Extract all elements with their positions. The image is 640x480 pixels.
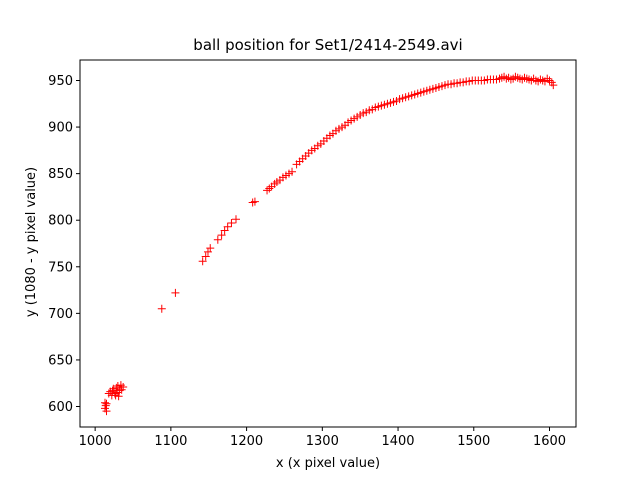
data-point — [114, 392, 123, 401]
data-point — [502, 74, 511, 83]
data-point — [504, 73, 513, 82]
data-point — [509, 74, 518, 83]
x-axis-ticks: 1000 1100 1200 1300 1400 1500 1600 — [79, 427, 566, 449]
data-point — [102, 399, 111, 408]
data-point — [522, 74, 531, 83]
data-point — [213, 235, 222, 244]
y-tick-label: 650 — [48, 353, 73, 368]
data-point — [250, 197, 259, 206]
data-point — [157, 304, 166, 313]
data-point — [206, 244, 215, 253]
y-tick-label: 950 — [48, 74, 73, 89]
data-point — [536, 75, 545, 84]
data-point — [497, 73, 506, 82]
x-tick-label: 1000 — [79, 434, 112, 449]
data-point — [500, 72, 509, 81]
data-point — [203, 247, 212, 256]
y-tick-label: 800 — [48, 214, 73, 229]
data-point — [549, 81, 558, 90]
data-point — [545, 76, 554, 85]
data-point — [198, 257, 207, 266]
data-point — [518, 75, 527, 84]
y-tick-label: 850 — [48, 167, 73, 182]
x-tick-label: 1200 — [230, 434, 263, 449]
x-tick-label: 1600 — [533, 434, 566, 449]
data-point — [248, 198, 257, 207]
data-point — [525, 75, 534, 84]
data-point — [288, 167, 297, 176]
data-point — [101, 401, 110, 410]
data-point — [102, 407, 111, 416]
data-point — [171, 288, 180, 297]
data-point — [119, 382, 128, 391]
data-point — [223, 222, 232, 231]
data-point — [531, 76, 540, 85]
x-axis-label: x (x pixel value) — [276, 456, 380, 471]
y-tick-label: 600 — [48, 400, 73, 415]
x-tick-label: 1300 — [306, 434, 339, 449]
data-point — [265, 184, 274, 193]
data-point — [231, 215, 240, 224]
data-point — [217, 231, 226, 240]
data-point — [520, 73, 529, 82]
data-point — [227, 219, 236, 228]
axes-frame — [79, 59, 577, 428]
y-axis-ticks: 600 650 700 750 800 850 900 950 — [48, 74, 80, 415]
data-point — [263, 186, 272, 195]
x-tick-label: 1100 — [154, 434, 187, 449]
data-point — [513, 73, 522, 82]
x-tick-label: 1400 — [381, 434, 414, 449]
y-tick-label: 750 — [48, 260, 73, 275]
x-tick-label: 1500 — [457, 434, 490, 449]
chart-title: ball position for Set1/2414-2549.avi — [193, 36, 462, 54]
data-point — [515, 74, 524, 83]
data-points — [100, 72, 558, 416]
data-point — [538, 76, 547, 85]
y-axis-label: y (1080 - y pixel value) — [24, 167, 39, 317]
y-tick-label: 700 — [48, 307, 73, 322]
y-tick-label: 900 — [48, 121, 73, 136]
data-point — [201, 252, 210, 261]
